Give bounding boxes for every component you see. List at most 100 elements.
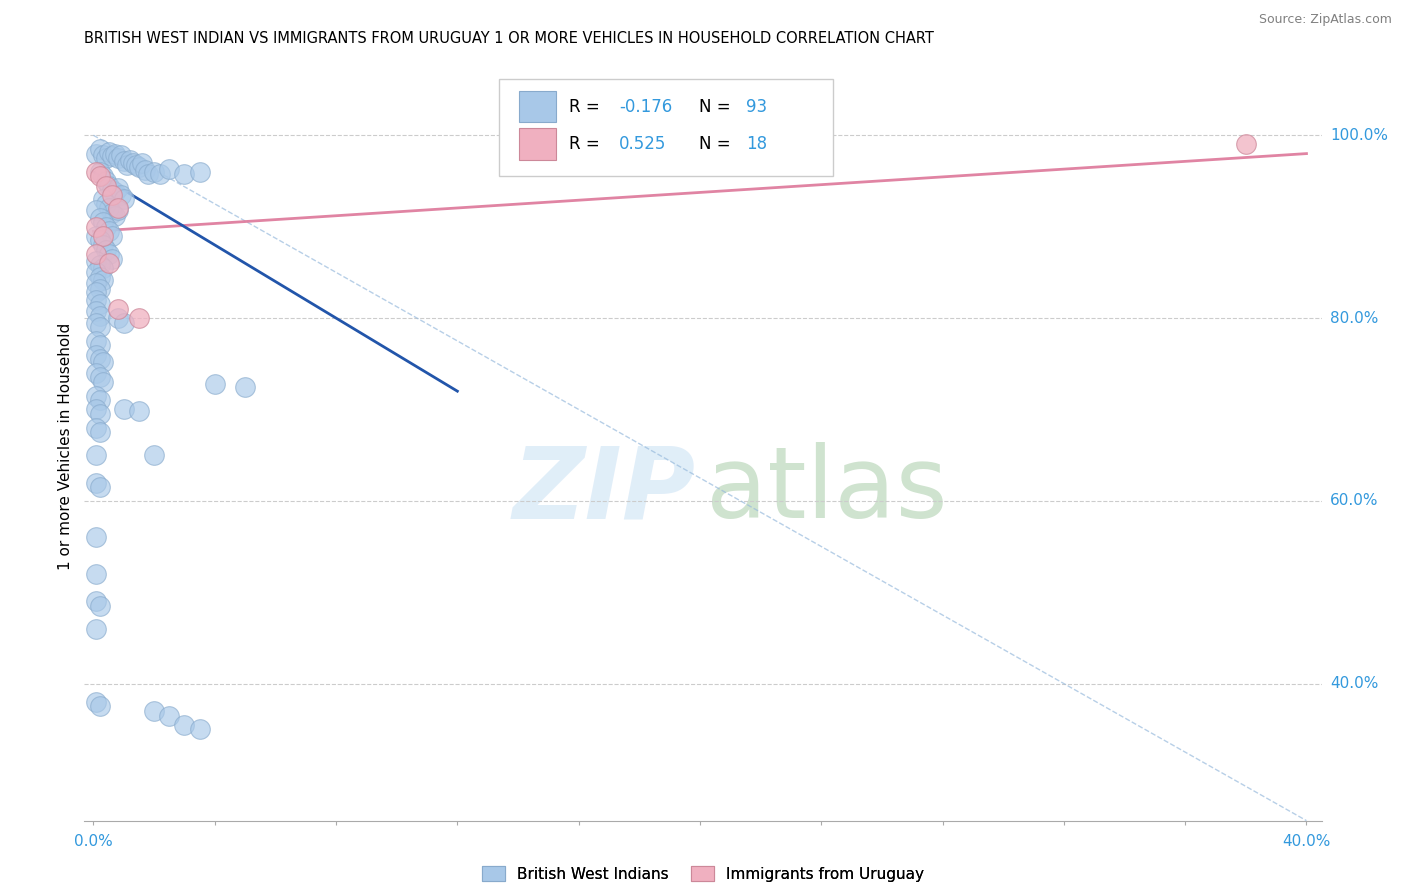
Text: 40.0%: 40.0% [1282,834,1330,849]
Point [86,316,108,330]
Text: R =: R = [569,97,606,116]
Point [107,151,129,165]
Text: 60.0%: 60.0% [1330,493,1378,508]
Point [104,209,127,223]
Text: 93: 93 [747,97,768,116]
Point [143,165,166,179]
Point [107,203,129,218]
Text: -0.176: -0.176 [619,97,672,116]
Point [122,155,145,169]
Point [91,273,114,287]
Point [110,187,132,202]
Point [86,389,108,403]
Point [89,258,111,272]
Text: N =: N = [699,97,737,116]
Point [86,303,108,318]
FancyBboxPatch shape [519,91,555,122]
Point [110,148,132,162]
Point [91,375,114,389]
Point [86,566,108,581]
Point [173,717,195,731]
Point [89,269,111,284]
Point [89,282,111,296]
Point [91,192,114,206]
Point [94,151,117,165]
Point [94,197,117,211]
Point [89,169,111,184]
Point [94,178,117,193]
Point [157,708,180,723]
Point [91,148,114,162]
Point [188,723,211,737]
Point [86,448,108,462]
Point [107,301,129,316]
Point [97,178,120,193]
Text: N =: N = [699,135,737,153]
Text: atlas: atlas [706,442,948,540]
Point [204,376,226,391]
Point [100,252,122,266]
Point [89,425,111,440]
Point [100,149,122,163]
Point [104,185,127,199]
Point [188,165,211,179]
Point [89,393,111,408]
Point [128,161,150,175]
Point [107,181,129,195]
Point [91,228,114,243]
Point [131,155,153,169]
Point [86,285,108,300]
Point [86,165,108,179]
Point [91,215,114,229]
Point [112,192,135,206]
Point [136,167,159,181]
Point [86,228,108,243]
Point [86,622,108,636]
Point [100,183,122,197]
Text: 40.0%: 40.0% [1330,676,1378,691]
Text: 100.0%: 100.0% [1330,128,1388,143]
Point [89,352,111,367]
Point [86,402,108,417]
Point [107,202,129,216]
Point [91,260,114,275]
Point [86,203,108,218]
Text: R =: R = [569,135,606,153]
Point [134,163,156,178]
Point [89,234,111,248]
Point [157,162,180,177]
Point [100,228,122,243]
Point [112,153,135,168]
Point [97,202,120,216]
Point [149,167,172,181]
Point [115,157,138,171]
Point [86,421,108,435]
Point [97,224,120,238]
Point [97,256,120,270]
Point [94,174,117,188]
Point [86,594,108,608]
Text: 0.0%: 0.0% [75,834,112,849]
Point [89,165,111,179]
Text: 18: 18 [747,135,768,153]
Point [107,311,129,326]
Point [86,475,108,490]
Text: BRITISH WEST INDIAN VS IMMIGRANTS FROM URUGUAY 1 OR MORE VEHICLES IN HOUSEHOLD C: BRITISH WEST INDIAN VS IMMIGRANTS FROM U… [84,31,934,46]
Point [100,187,122,202]
FancyBboxPatch shape [519,128,555,160]
Point [89,480,111,494]
Point [89,407,111,421]
Point [86,293,108,307]
Y-axis label: 1 or more Vehicles in Household: 1 or more Vehicles in Household [58,322,73,570]
Point [89,320,111,334]
Point [86,146,108,161]
Point [86,277,108,291]
Point [91,169,114,184]
Legend: British West Indians, Immigrants from Uruguay: British West Indians, Immigrants from Ur… [475,860,931,888]
FancyBboxPatch shape [499,78,832,177]
Point [86,254,108,268]
Point [89,338,111,352]
Point [89,297,111,311]
Point [89,370,111,384]
Point [86,530,108,544]
